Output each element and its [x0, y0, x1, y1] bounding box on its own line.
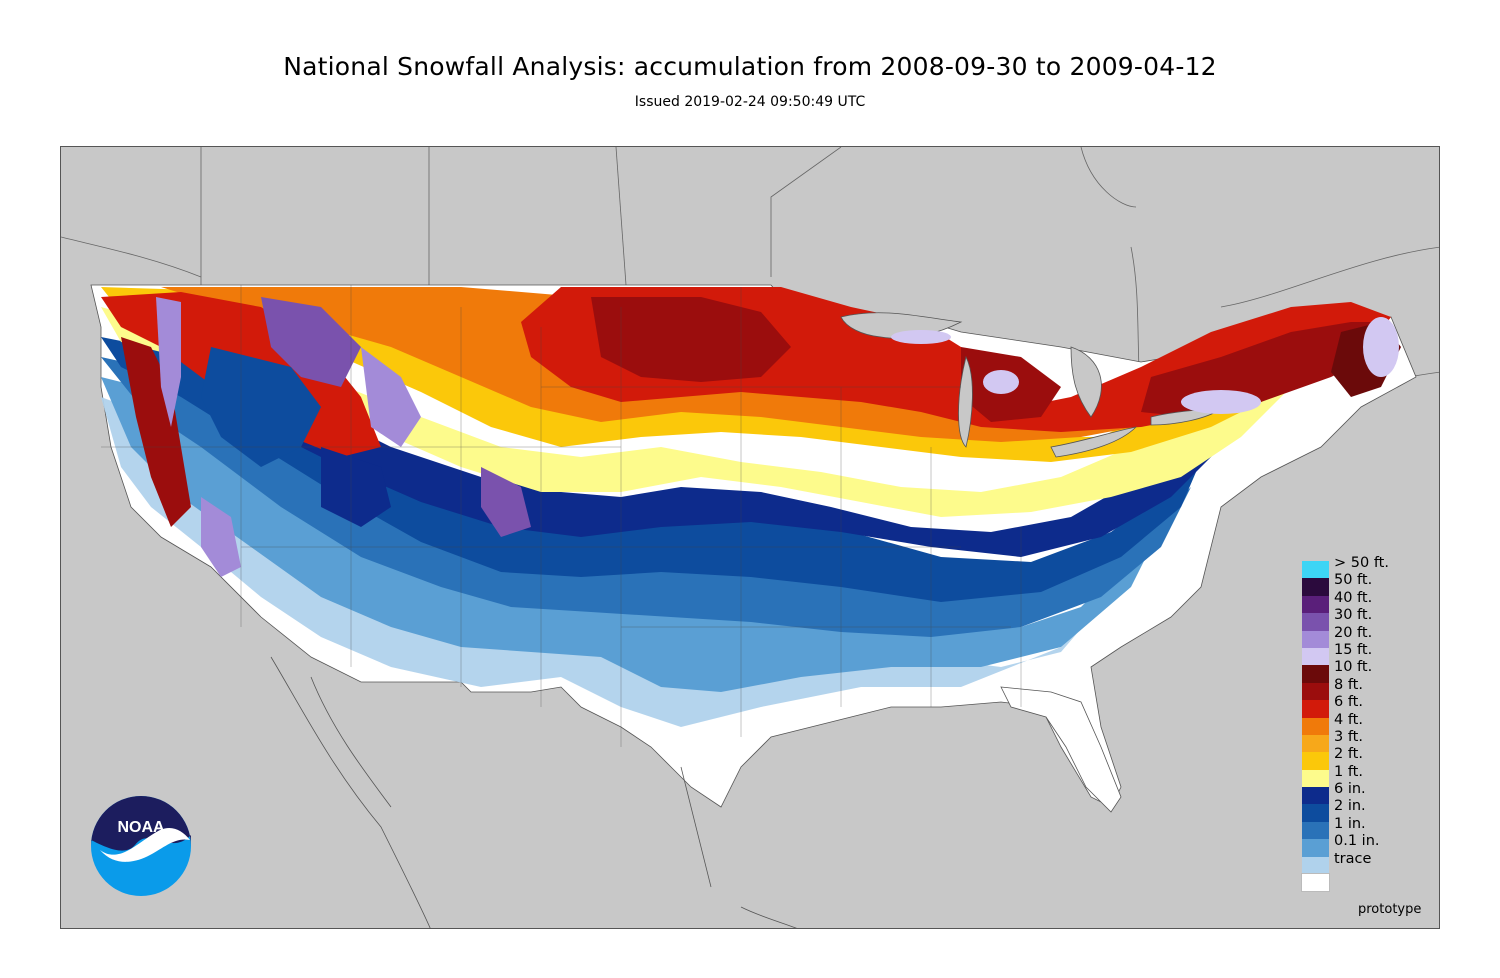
legend-swatch	[1302, 630, 1329, 648]
map-title: National Snowfall Analysis: accumulation…	[283, 52, 1217, 81]
lake-erie	[1050, 426, 1138, 458]
noaa-logo-text: NOAA	[117, 819, 165, 836]
legend-swatch	[1302, 839, 1329, 857]
legend-label: 6 ft.	[1334, 694, 1363, 711]
legend-swatch	[1302, 856, 1329, 875]
lake-michigan	[958, 355, 973, 448]
legend-item: 2 ft.	[1302, 746, 1412, 770]
legend-label: > 50 ft.	[1334, 555, 1389, 571]
legend-swatch	[1301, 873, 1330, 893]
legend-item: 8 ft.	[1302, 677, 1412, 701]
legend-swatch	[1302, 717, 1329, 735]
legend-item: 40 ft.	[1302, 590, 1412, 614]
legend-label: 3 ft.	[1334, 728, 1363, 745]
legend-swatch	[1302, 561, 1329, 579]
legend-item: 50 ft.	[1302, 572, 1412, 596]
legend-swatch	[1302, 821, 1329, 840]
legend-item: 0.1 in.	[1302, 833, 1412, 857]
legend-swatch	[1302, 647, 1329, 666]
legend-label: 6 in.	[1334, 781, 1366, 798]
legend-swatch	[1302, 700, 1329, 718]
legend-label: 2 in.	[1334, 798, 1366, 815]
legend-item: 3 ft.	[1302, 729, 1412, 753]
legend-item: 30 ft.	[1302, 607, 1412, 631]
legend-item: 1 ft.	[1302, 764, 1412, 788]
legend-item: 6 ft.	[1302, 694, 1412, 718]
legend-item: trace	[1302, 851, 1412, 875]
legend-swatch	[1302, 787, 1329, 805]
legend-item: 2 in.	[1302, 798, 1412, 822]
snowfall-map	[60, 146, 1440, 929]
legend-swatch	[1302, 769, 1329, 788]
legend-swatch	[1302, 734, 1329, 753]
color-legend: > 50 ft. 50 ft. 40 ft. 30 ft. 20 ft. 15 ft. 10…	[1301, 555, 1412, 893]
legend-label: 1 in.	[1334, 815, 1366, 832]
legend-label: 10 ft.	[1334, 659, 1373, 676]
legend-label: trace	[1334, 850, 1372, 867]
legend-item: 15 ft.	[1302, 642, 1412, 666]
legend-item: 4 ft.	[1302, 712, 1412, 735]
legend-label: 40 ft.	[1334, 589, 1373, 606]
legend-label: 50 ft.	[1334, 572, 1373, 589]
legend-label: 15 ft.	[1334, 641, 1373, 658]
legend-label: 8 ft.	[1334, 676, 1363, 693]
legend-item	[1301, 873, 1412, 893]
lake-huron	[1070, 346, 1102, 418]
legend-label: 20 ft.	[1334, 624, 1373, 641]
legend-label: 4 ft.	[1334, 711, 1363, 728]
issued-timestamp: Issued 2019-02-24 09:50:49 UTC	[634, 94, 866, 110]
legend-swatch	[1302, 682, 1329, 701]
legend-swatch	[1302, 613, 1329, 631]
noaa-logo: NOAA	[90, 795, 192, 897]
legend-label: 1 ft.	[1334, 763, 1363, 780]
legend-swatch	[1302, 752, 1329, 770]
legend-item: 20 ft.	[1302, 625, 1412, 648]
legend-label: 2 ft.	[1334, 746, 1363, 763]
legend-item: 1 in.	[1302, 816, 1412, 840]
legend-swatch	[1302, 578, 1329, 596]
legend-swatch	[1302, 804, 1329, 822]
legend-label: 30 ft.	[1334, 607, 1373, 624]
legend-item: 10 ft.	[1302, 659, 1412, 683]
legend-item: 6 in.	[1302, 781, 1412, 805]
legend-swatch	[1302, 665, 1329, 683]
prototype-label: prototype	[1358, 902, 1422, 917]
legend-item: > 50 ft.	[1302, 555, 1412, 579]
legend-swatch	[1302, 595, 1329, 614]
map-graphic	[61, 147, 1439, 928]
legend-label: 0.1 in.	[1334, 833, 1380, 850]
